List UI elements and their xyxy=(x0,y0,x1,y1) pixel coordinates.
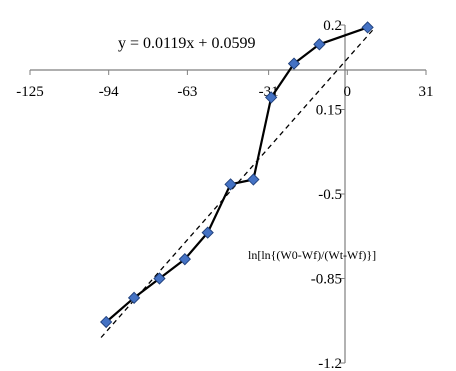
data-point xyxy=(247,173,260,186)
data-point xyxy=(178,253,191,266)
data-point xyxy=(265,91,278,104)
trendline-equation: y = 0.0119x + 0.0599 xyxy=(118,35,255,52)
data-point xyxy=(287,57,301,70)
data-point xyxy=(153,272,166,285)
y-tick-label: -0.85 xyxy=(311,272,342,288)
y-tick-label: -0.5 xyxy=(318,187,342,203)
data-point xyxy=(127,291,141,304)
data-point xyxy=(224,178,237,191)
data-point xyxy=(361,21,374,34)
y-tick-label: 0.2 xyxy=(323,18,342,34)
data-point xyxy=(100,315,113,329)
x-tick-label: 0 xyxy=(344,84,352,100)
x-tick-label: -63 xyxy=(177,84,197,100)
x-tick-label: -94 xyxy=(99,84,119,100)
data-point xyxy=(201,226,214,239)
series-group xyxy=(100,21,374,329)
data-point xyxy=(313,38,326,51)
y-tick-label: 0.15 xyxy=(316,103,342,119)
y-tick-label: -1.2 xyxy=(318,356,342,371)
y-axis-title: ln[ln{(W0-Wf)/(Wt-Wf)}] xyxy=(248,248,376,262)
x-tick-label: 31 xyxy=(419,84,434,100)
labels-group: y = 0.0119x + 0.0599 ln[ln{(W0-Wf)/(Wt-W… xyxy=(118,35,376,262)
x-tick-label: -125 xyxy=(16,84,44,100)
